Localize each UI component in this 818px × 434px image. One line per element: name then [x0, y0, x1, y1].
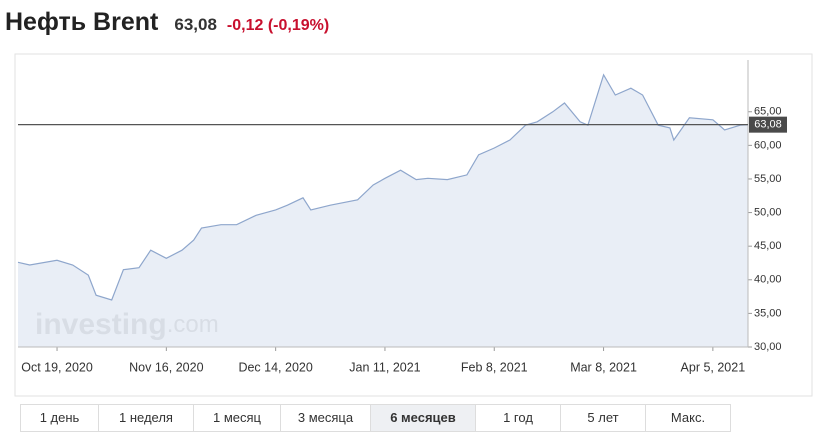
current-price-tag	[749, 116, 787, 133]
price-line	[17, 73, 749, 301]
header: Нефть Brent 63,08 -0,12 (-0,19%)	[5, 8, 329, 37]
chart-frame	[14, 53, 813, 397]
period-button[interactable]: 1 неделя	[99, 405, 194, 431]
last-price: 63,08	[174, 15, 217, 34]
period-button[interactable]: 6 месяцев	[371, 405, 476, 431]
y-tick-label: 45,00	[754, 240, 782, 252]
y-tick-label: 40,00	[754, 274, 782, 286]
x-tick-label: Apr 5, 2021	[681, 360, 746, 374]
y-tick-label: 30,00	[754, 341, 782, 353]
y-tick-label: 60,00	[754, 139, 782, 151]
period-button[interactable]: 3 месяца	[281, 405, 371, 431]
x-tick-label: Mar 8, 2021	[570, 360, 637, 374]
period-button[interactable]: 1 день	[21, 405, 99, 431]
y-tick-label: 55,00	[754, 173, 782, 185]
period-selector: 1 день 1 неделя 1 месяц 3 месяца 6 месяцев 1 …	[20, 404, 731, 432]
instrument-title: Нефть Brent	[5, 8, 159, 36]
chart: investing.com30,0035,0040,0045,0050,0055…	[14, 53, 813, 397]
y-tick-label: 65,00	[754, 106, 782, 118]
area-fill	[18, 74, 748, 348]
x-tick-label: Feb 8, 2021	[461, 360, 528, 374]
period-button[interactable]: 1 месяц	[194, 405, 281, 431]
y-tick-label: 35,00	[754, 307, 782, 319]
y-tick-label: 50,00	[754, 206, 782, 218]
current-price-label: 63,08	[754, 119, 782, 131]
x-tick-label: Dec 14, 2020	[238, 360, 312, 374]
x-tick-label: Jan 11, 2021	[349, 360, 420, 374]
x-tick-label: Oct 19, 2020	[21, 360, 93, 374]
price-change: -0,12 (-0,19%)	[226, 17, 330, 34]
period-button[interactable]: 1 год	[476, 405, 561, 431]
x-tick-label: Nov 16, 2020	[129, 360, 203, 374]
period-button[interactable]: 5 лет	[561, 405, 646, 431]
period-button[interactable]: Макс.	[670, 410, 706, 425]
